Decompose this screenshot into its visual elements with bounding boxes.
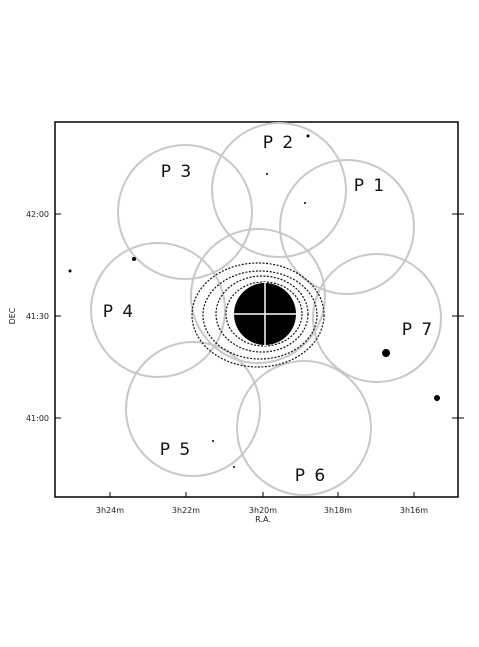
x-tick-label: 3h16m — [400, 506, 428, 515]
y-axis-label: DEC — [8, 307, 17, 324]
x-tick-label: 3h24m — [96, 506, 124, 515]
x-tick-label: 3h20m — [249, 506, 277, 515]
pointing-label: P 3 — [161, 162, 193, 182]
pointing-label: P 6 — [295, 466, 327, 486]
contours — [68, 134, 440, 468]
tick-marks — [55, 213, 464, 497]
pointing-label: P 5 — [160, 440, 192, 460]
plot-frame — [54, 121, 459, 498]
pointing-label: P 2 — [263, 133, 295, 153]
y-tick-label: 41:30 — [26, 312, 49, 321]
y-tick-label: 42:00 — [26, 210, 49, 219]
x-tick-label: 3h22m — [172, 506, 200, 515]
x-axis-label: R.A. — [255, 515, 271, 524]
pointing-label: P 1 — [354, 176, 386, 196]
pointing-label: P 4 — [103, 302, 135, 322]
x-tick-label: 3h18m — [324, 506, 352, 515]
y-tick-label: 41:00 — [26, 414, 49, 423]
pointing-label: P 7 — [402, 320, 434, 340]
pointing-circles — [90, 122, 442, 496]
